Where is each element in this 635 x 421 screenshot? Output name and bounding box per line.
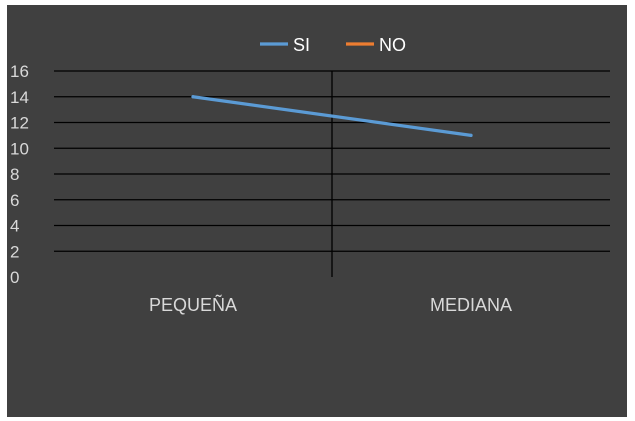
line-chart: 0 2 4 6 8 10 12 14 16 PEQUEÑA MEDIANA SI NO: [10, 35, 610, 315]
y-tick-label: 10: [10, 139, 29, 158]
legend-label: SI: [293, 35, 310, 55]
y-tick-label: 2: [10, 242, 19, 261]
y-tick-label: 8: [10, 165, 19, 184]
y-tick-label: 14: [10, 88, 29, 107]
data-point: [469, 133, 473, 137]
chart-area: 0 2 4 6 8 10 12 14 16 PEQUEÑA MEDIANA SI NO: [7, 5, 627, 417]
y-tick-label: 4: [10, 217, 19, 236]
series-line: [191, 95, 473, 137]
x-tick-label: PEQUEÑA: [149, 294, 237, 315]
y-tick-label: 6: [10, 191, 19, 210]
y-tick-label: 12: [10, 114, 29, 133]
y-tick-label: 0: [10, 268, 19, 287]
legend-label: NO: [379, 35, 406, 55]
y-tick-label: 16: [10, 62, 29, 81]
x-tick-label: MEDIANA: [430, 295, 512, 315]
data-point: [191, 95, 195, 99]
